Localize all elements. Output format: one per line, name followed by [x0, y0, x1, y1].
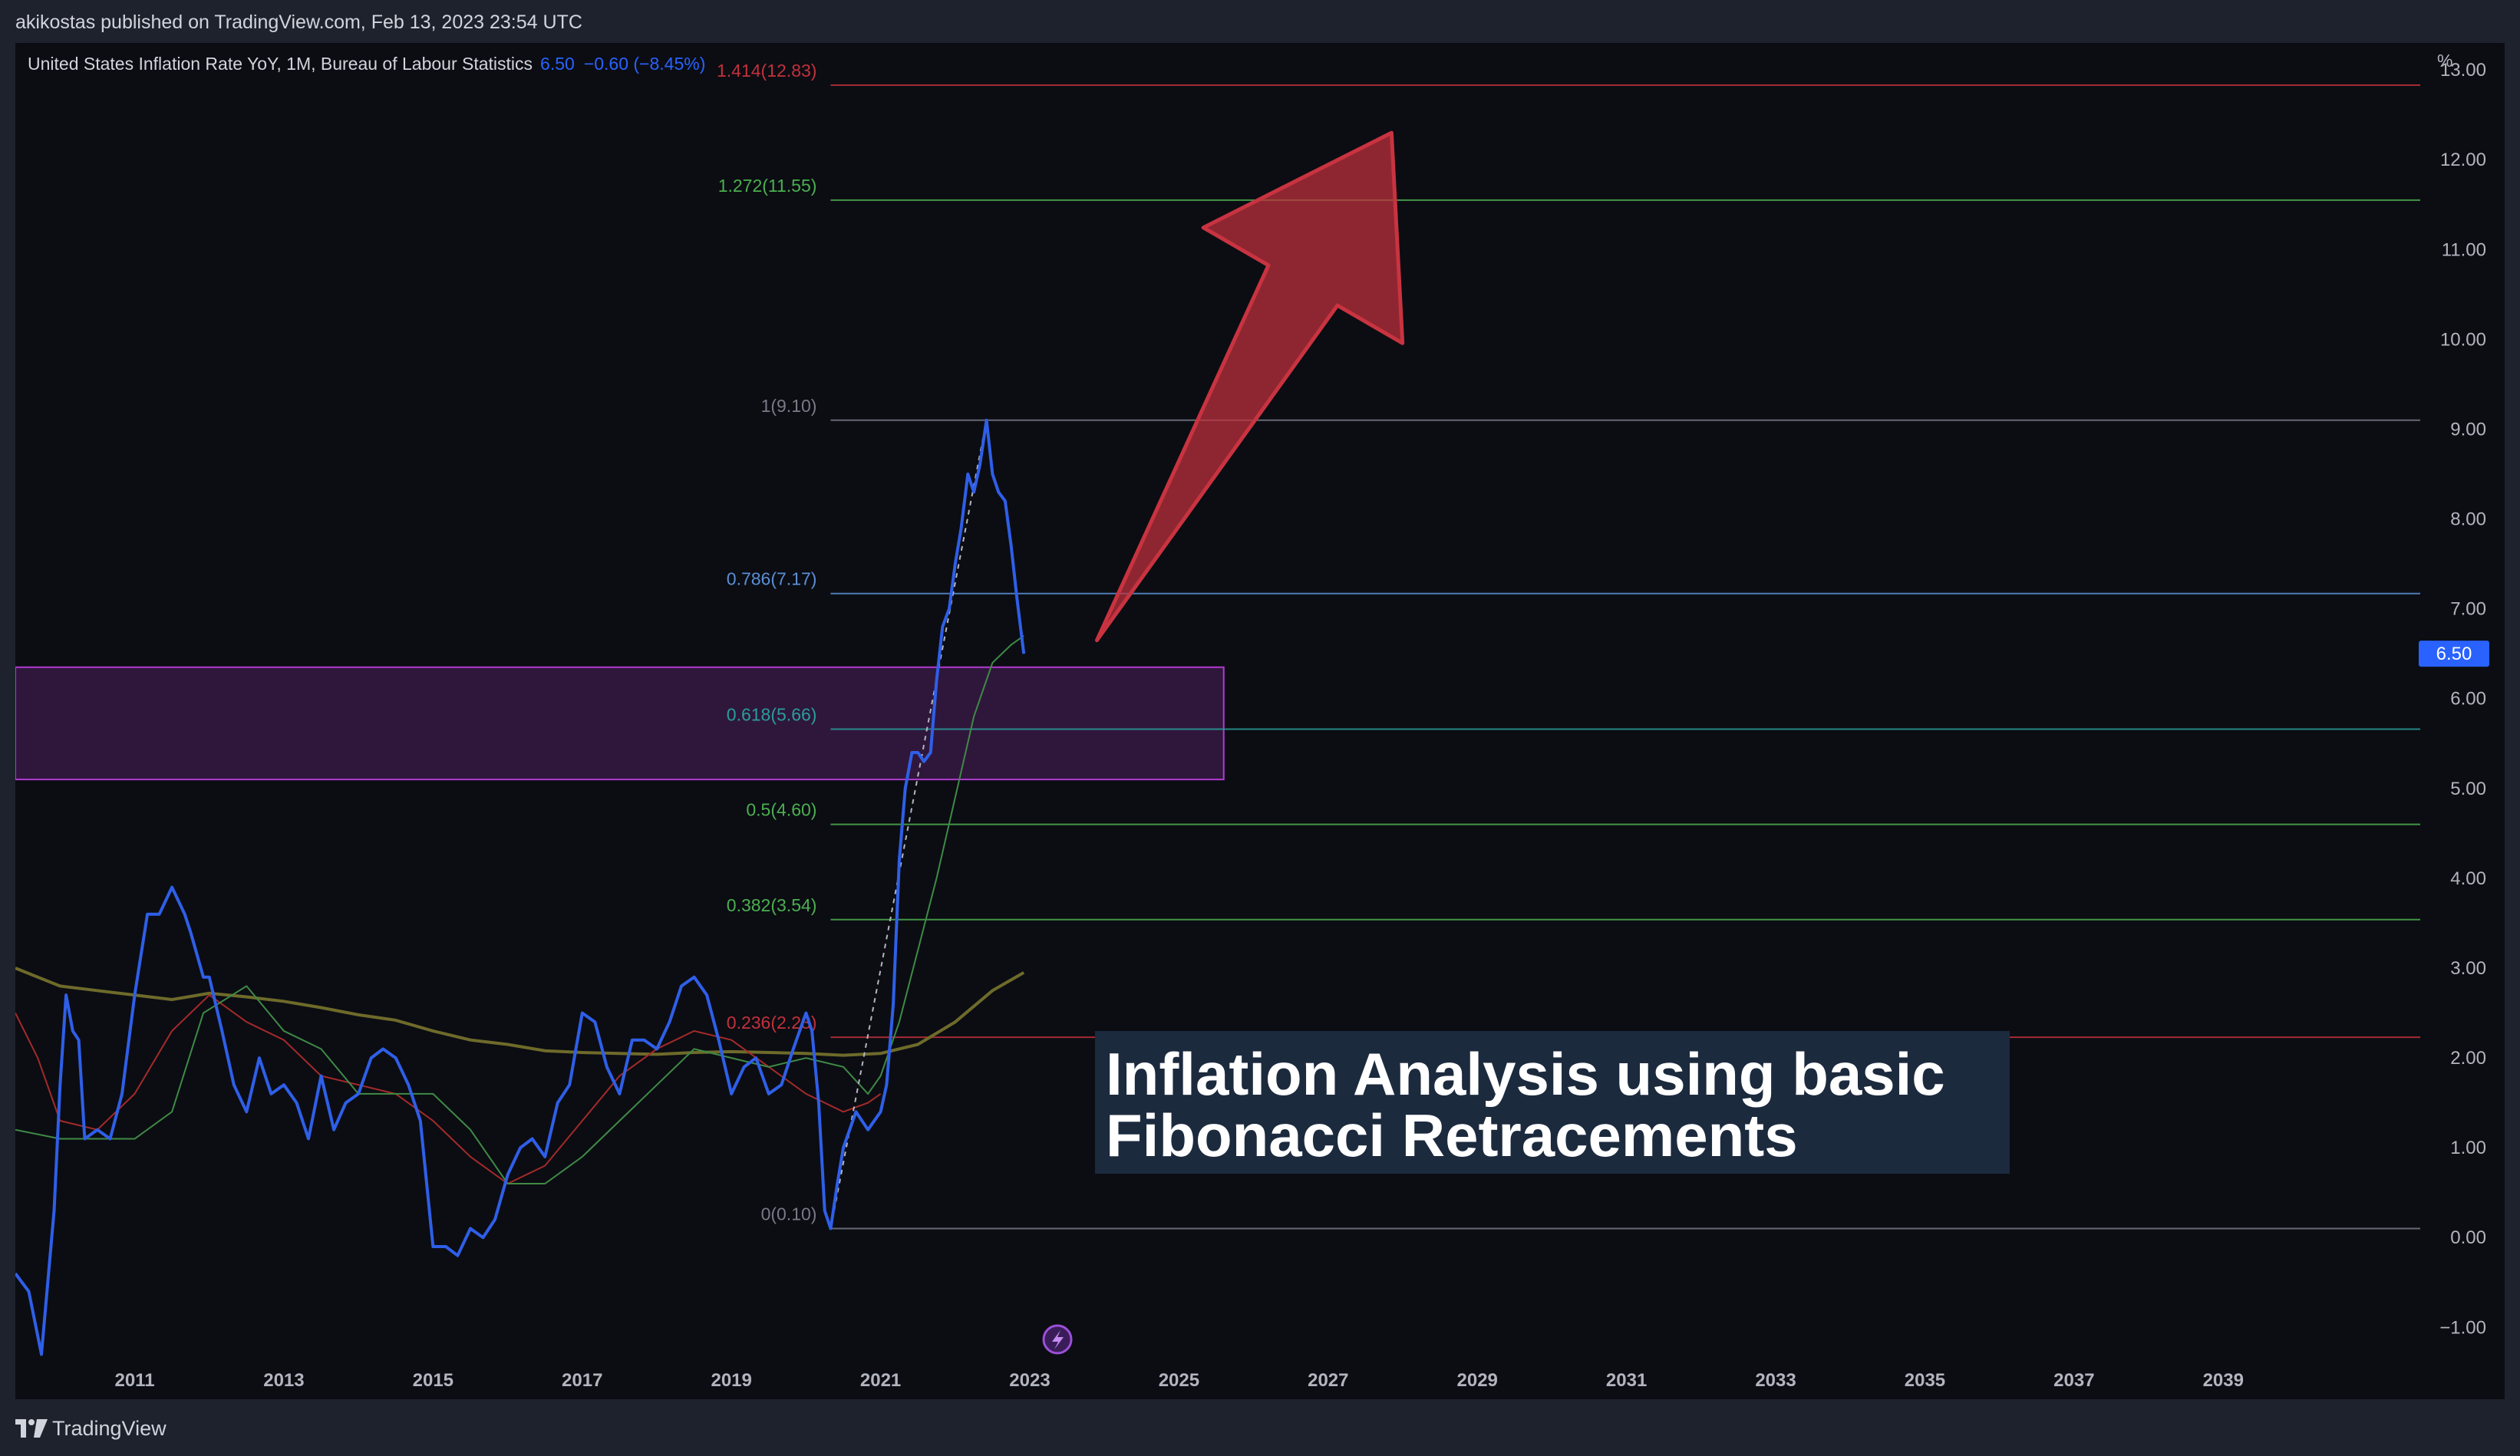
series-line-inflation[interactable]: [15, 418, 1026, 1356]
footer-bar: TradingView: [0, 1401, 2520, 1456]
fib-level-label: 0.618(5.66): [727, 705, 817, 725]
fib-level-label: 1.414(12.83): [717, 61, 816, 81]
y-tick-label: 9.00: [2450, 419, 2486, 440]
y-tick-label: 12.00: [2440, 150, 2486, 170]
series-legend[interactable]: United States Inflation Rate YoY, 1M, Bu…: [28, 54, 705, 74]
y-tick-label: 1.00: [2450, 1138, 2486, 1158]
series-line-ma-slow[interactable]: [15, 967, 1025, 1057]
fib-level-label: 1.272(11.55): [718, 176, 817, 196]
last-price-label: 6.50: [2436, 644, 2472, 664]
fib-level-label: 0(0.10): [761, 1204, 817, 1224]
x-tick-label: 2025: [1159, 1370, 1199, 1391]
series-line-ma-fast[interactable]: [15, 634, 1024, 1184]
y-tick-label: 3.00: [2450, 958, 2486, 979]
x-tick-label: 2019: [711, 1370, 751, 1391]
y-tick-label: 13.00: [2440, 60, 2486, 81]
y-tick-label: 10.00: [2440, 329, 2486, 350]
overlay-title-line1: Inflation Analysis using basic: [1106, 1040, 1945, 1108]
x-tick-label: 2027: [1308, 1370, 1348, 1391]
x-tick-label: 2029: [1457, 1370, 1498, 1391]
overlay-title-box: Inflation Analysis using basic Fibonacci…: [1095, 1031, 2010, 1174]
tradingview-logo-icon[interactable]: [15, 1419, 48, 1438]
series-last-value: 6.50: [540, 54, 575, 74]
y-tick-label: 0.00: [2450, 1227, 2486, 1248]
axis-unit-label: %: [2437, 51, 2453, 71]
y-tick-label: 5.00: [2450, 779, 2486, 799]
y-tick-label: 7.00: [2450, 599, 2486, 620]
y-tick-label: 4.00: [2450, 868, 2486, 889]
y-tick-label: 11.00: [2442, 239, 2486, 260]
x-tick-label: 2039: [2203, 1370, 2244, 1391]
lightning-icon: [1052, 1330, 1064, 1349]
x-tick-label: 2015: [413, 1370, 454, 1391]
fib-level-label: 0.382(3.54): [727, 895, 817, 915]
footer-brand[interactable]: TradingView: [52, 1417, 167, 1440]
series-name: United States Inflation Rate YoY, 1M, Bu…: [28, 54, 533, 74]
last-price-tag: [2419, 641, 2489, 667]
x-tick-label: 2037: [2053, 1370, 2094, 1391]
x-tick-label: 2035: [1905, 1370, 1945, 1391]
series-line-ma-red[interactable]: [15, 993, 882, 1185]
x-tick-label: 2033: [1755, 1370, 1796, 1391]
x-tick-label: 2013: [263, 1370, 304, 1391]
fib-level-label: 1(9.10): [761, 396, 817, 416]
y-tick-label: 2.00: [2450, 1048, 2486, 1069]
y-tick-label: −1.00: [2439, 1317, 2486, 1338]
highlight-zone[interactable]: [15, 666, 1225, 781]
fib-level-label: 0.5(4.60): [746, 800, 816, 820]
up-arrow-icon[interactable]: [1095, 130, 1405, 643]
fib-level-label: 0.786(7.17): [727, 569, 817, 589]
publisher-bar: akikostas published on TradingView.com, …: [0, 0, 2520, 44]
x-tick-label: 2023: [1009, 1370, 1050, 1391]
series-change: −0.60 (−8.45%): [583, 54, 706, 74]
x-tick-label: 2031: [1606, 1370, 1647, 1391]
x-tick-label: 2021: [860, 1370, 901, 1391]
publisher-text: akikostas published on TradingView.com, …: [15, 12, 582, 33]
x-tick-label: 2011: [114, 1370, 154, 1391]
overlay-title-line2: Fibonacci Retracements: [1106, 1102, 1798, 1169]
y-tick-label: 8.00: [2450, 509, 2486, 530]
x-tick-label: 2017: [562, 1370, 602, 1391]
y-tick-label: 6.00: [2450, 689, 2486, 710]
